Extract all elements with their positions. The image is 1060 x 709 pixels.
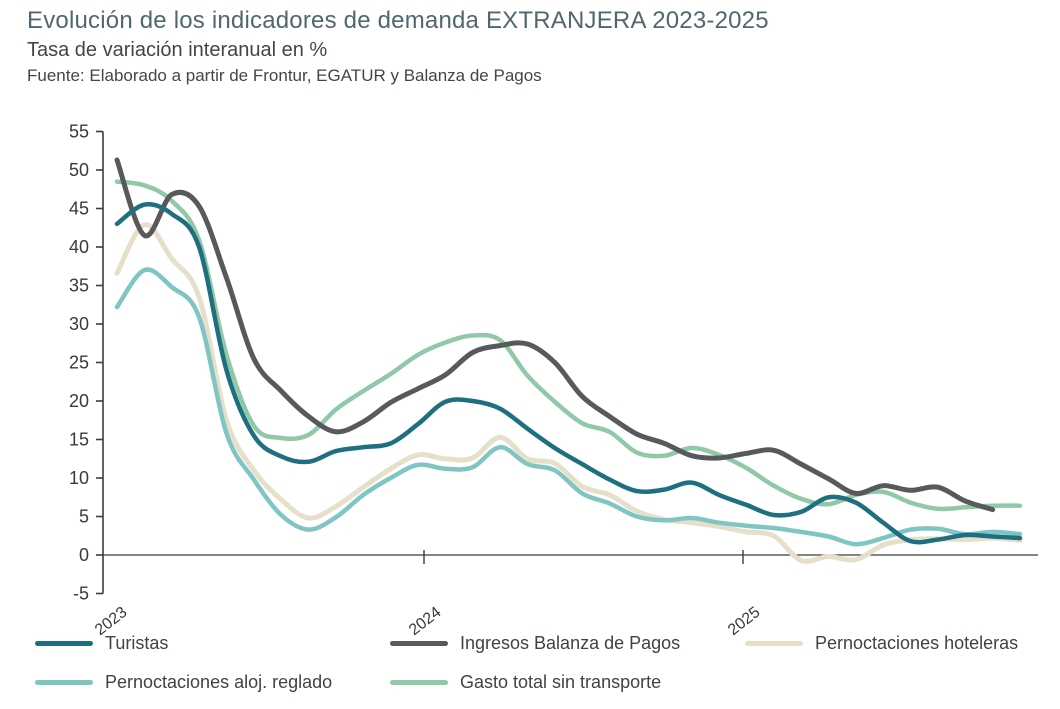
series-line-turistas xyxy=(114,202,1023,545)
y-tick-label: -5 xyxy=(73,584,89,604)
legend-item-turistas: Turistas xyxy=(35,631,390,655)
y-tick-label: 30 xyxy=(69,314,89,334)
chart-legend: Turistas Ingresos Balanza de Pagos Pernoct… xyxy=(35,631,1045,694)
legend-label: Pernoctaciones hoteleras xyxy=(815,632,1019,653)
legend-color-chip xyxy=(35,679,93,685)
legend-label: Turistas xyxy=(105,632,169,653)
chart-source: Fuente: Elaborado a partir de Frontur, E… xyxy=(27,66,542,85)
y-tick-label: 35 xyxy=(69,276,89,296)
series-line-pernoctaciones-hoteleras xyxy=(114,222,1023,564)
y-tick-label: 20 xyxy=(69,391,89,411)
chart-subtitle: Tasa de variación interanual en % xyxy=(27,39,328,61)
legend-color-chip xyxy=(390,640,448,646)
legend-item-ingresos-balanza-de-pagos: Ingresos Balanza de Pagos xyxy=(390,631,745,655)
legend-item-gasto-total-sin-transporte: Gasto total sin transporte xyxy=(390,670,745,694)
chart-header: Evolución de los indicadores de demanda … xyxy=(27,6,1037,87)
series-line-ingresos-balanza-de-pagos xyxy=(114,157,996,513)
series-line-pernoctaciones-aloj-reglado xyxy=(114,267,1023,547)
y-tick-label: 10 xyxy=(69,468,89,488)
legend-label: Ingresos Balanza de Pagos xyxy=(460,632,681,653)
y-tick-label: 0 xyxy=(79,545,89,565)
y-tick-label: 15 xyxy=(69,430,89,450)
y-tick-label: 5 xyxy=(79,507,89,527)
legend-item-pernoctaciones-aloj-reglado: Pernoctaciones aloj. reglado xyxy=(35,670,390,694)
legend-item-pernoctaciones-hoteleras: Pernoctaciones hoteleras xyxy=(745,631,1045,655)
legend-label: Gasto total sin transporte xyxy=(460,671,662,692)
legend-color-chip xyxy=(745,640,803,646)
y-tick-label: 45 xyxy=(69,199,89,219)
series-line-gasto-total-sin-transporte xyxy=(114,179,1023,512)
page-title: Evolución de los indicadores de demanda … xyxy=(27,7,769,34)
y-tick-label: 40 xyxy=(69,237,89,257)
legend-color-chip xyxy=(35,640,93,646)
y-tick-label: 55 xyxy=(69,122,89,142)
y-tick-label: 50 xyxy=(69,160,89,180)
legend-color-chip xyxy=(390,679,448,685)
legend-label: Pernoctaciones aloj. reglado xyxy=(105,671,333,692)
y-tick-label: 25 xyxy=(69,353,89,373)
